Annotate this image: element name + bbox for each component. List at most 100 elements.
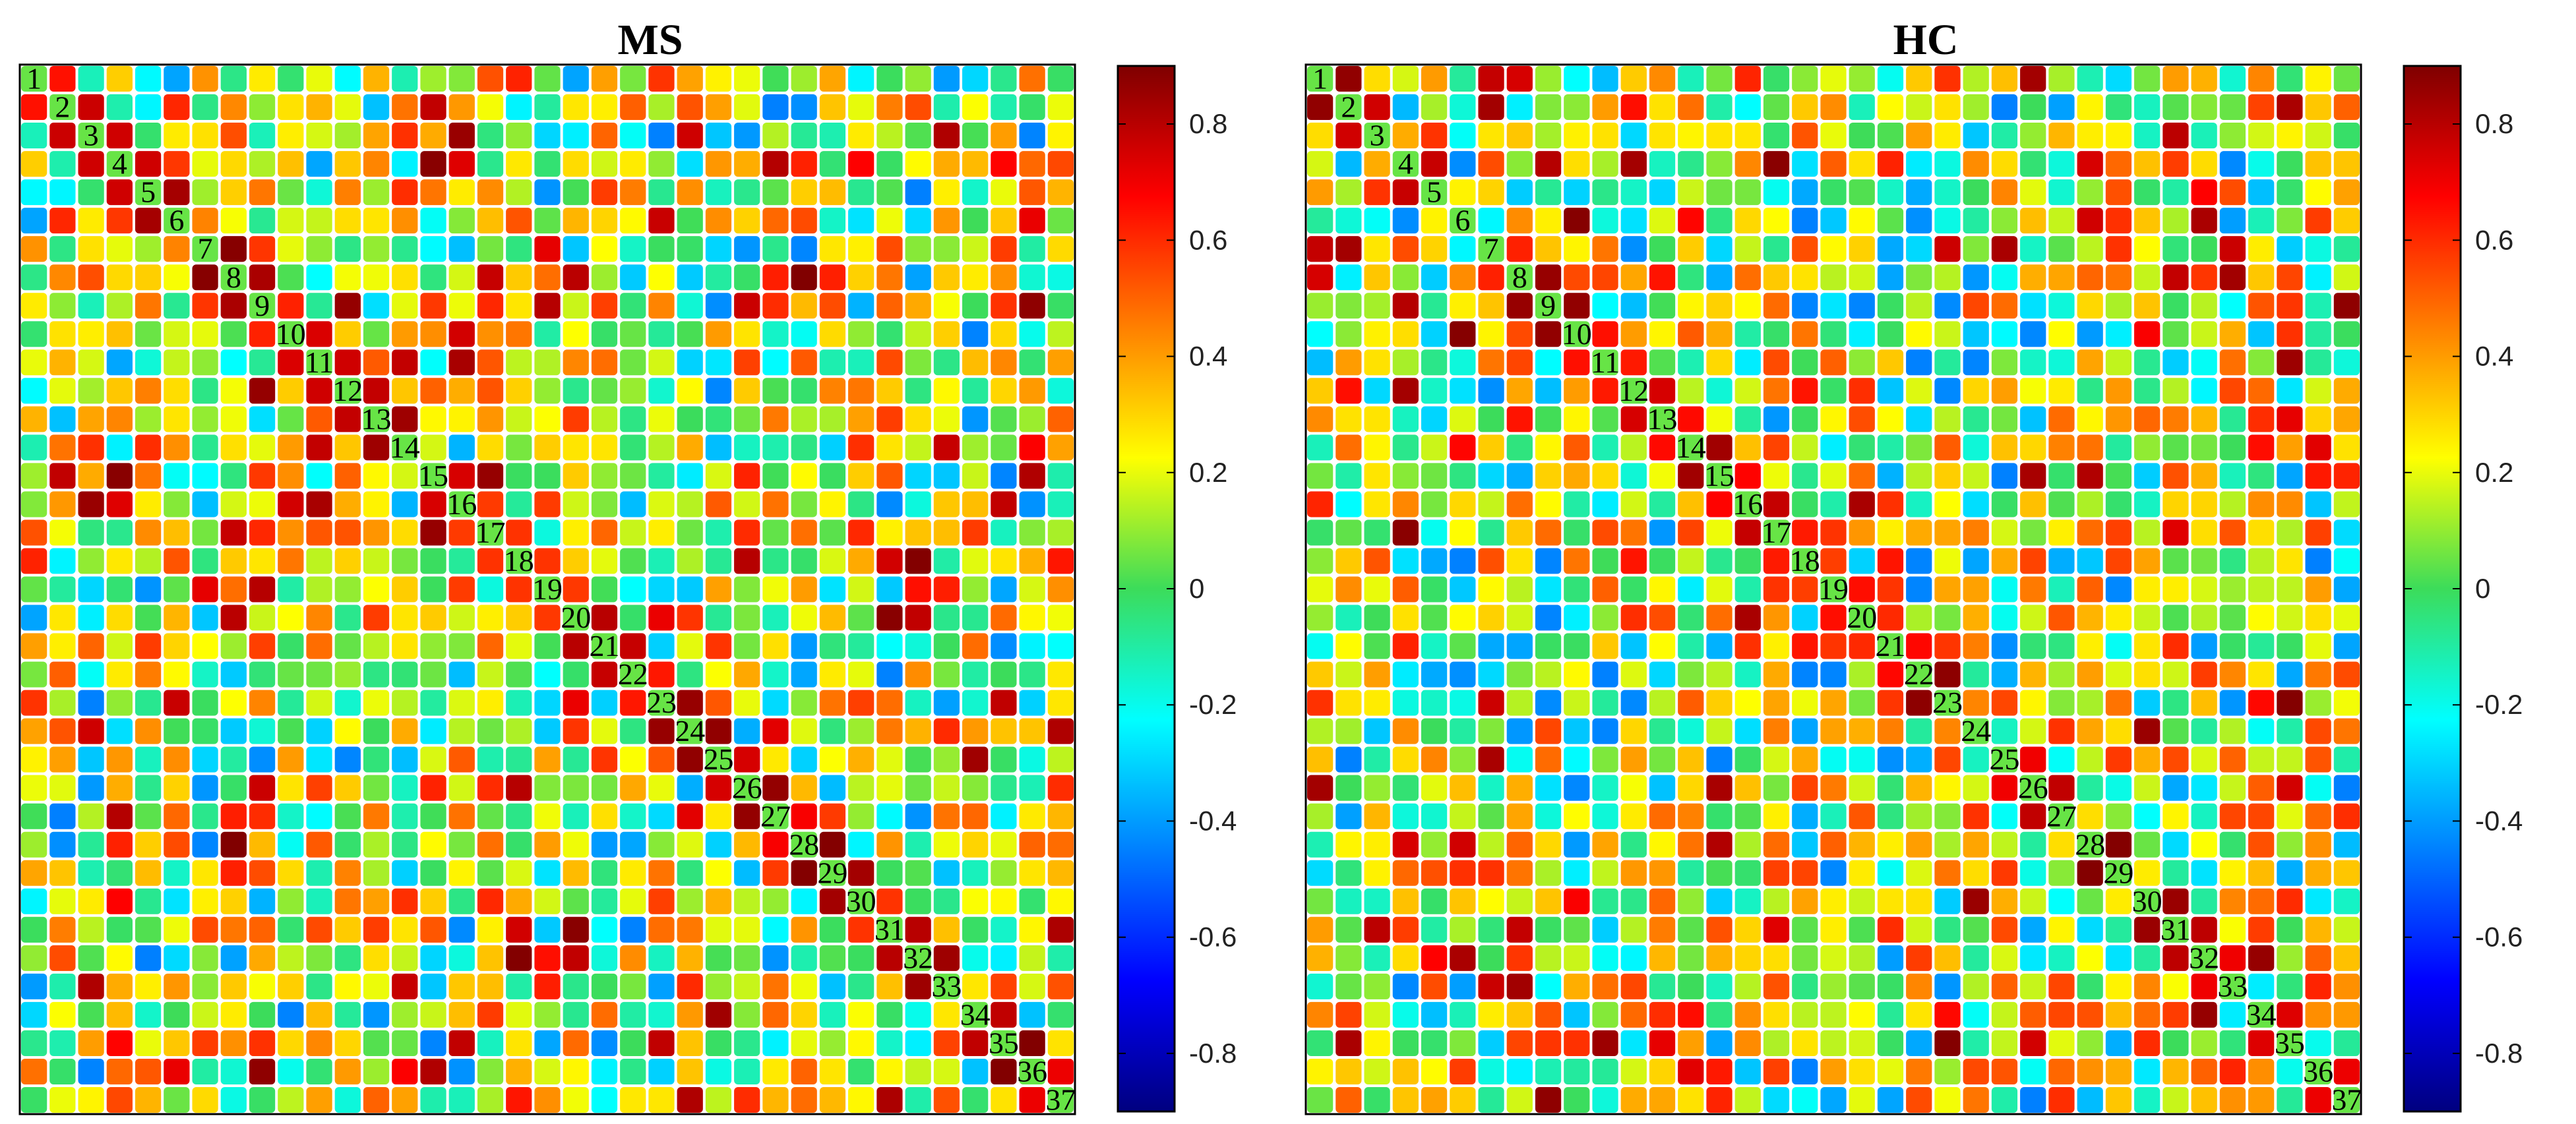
heatmap-cell-hc [2248, 151, 2275, 177]
heatmap-cell-hc [1849, 349, 1875, 376]
heatmap-cell-ms [220, 491, 247, 518]
heatmap-cell-ms [448, 746, 475, 773]
heatmap-cell-hc [1478, 916, 1504, 943]
heatmap-cell-hc [1564, 378, 1590, 404]
heatmap-cell-ms [334, 661, 361, 688]
heatmap-cell-ms [876, 746, 903, 773]
heatmap-cell-ms [591, 1058, 618, 1084]
heatmap-cell-hc [1392, 94, 1419, 121]
heatmap-cell-hc [2191, 775, 2217, 801]
heatmap-cell-ms [905, 945, 931, 971]
heatmap-cell-hc [1877, 661, 1904, 688]
heatmap-cell-ms [876, 1086, 903, 1113]
heatmap-cell-hc [1906, 633, 1932, 659]
diagonal-label-hc: 36 [2303, 1055, 2333, 1088]
heatmap-cell-hc [2191, 66, 2217, 92]
heatmap-cell-ms [905, 123, 931, 149]
heatmap-cell-hc [2305, 264, 2331, 291]
heatmap-cell-ms [420, 605, 446, 631]
heatmap-cell-hc [1991, 179, 2018, 206]
heatmap-cell-ms [334, 293, 361, 319]
heatmap-cell-hc [1478, 973, 1504, 999]
diagonal-label-hc: 13 [1647, 402, 1678, 436]
heatmap-cell-hc [2248, 66, 2275, 92]
heatmap-cell-hc [1763, 434, 1790, 461]
diagonal-label-ms: 33 [931, 969, 962, 1003]
heatmap-cell-hc [1392, 321, 1419, 347]
heatmap-cell-ms [334, 208, 361, 234]
heatmap-cell-hc [1792, 264, 1818, 291]
heatmap-cell-ms [1047, 94, 1074, 121]
heatmap-cell-hc [2305, 1001, 2331, 1028]
heatmap-cell-hc [1678, 860, 1704, 886]
heatmap-cell-hc [1450, 463, 1476, 489]
heatmap-cell-hc [1991, 803, 2018, 829]
heatmap-cell-hc [1820, 123, 1847, 149]
heatmap-cell-ms [991, 293, 1017, 319]
heatmap-cell-hc [2048, 378, 2075, 404]
heatmap-cell-hc [2048, 576, 2075, 603]
heatmap-cell-hc [1734, 1001, 1761, 1028]
heatmap-cell-ms [49, 548, 76, 574]
heatmap-cell-ms [21, 491, 47, 518]
heatmap-cell-ms [563, 576, 589, 603]
heatmap-cell-ms [620, 264, 646, 291]
heatmap-cell-ms [306, 1058, 332, 1084]
heatmap-cell-ms [648, 661, 675, 688]
heatmap-cell-ms [705, 1086, 732, 1113]
heatmap-cell-ms [278, 633, 304, 659]
heatmap-cell-ms [991, 605, 1017, 631]
heatmap-cell-hc [2134, 746, 2161, 773]
heatmap-cell-hc [1506, 94, 1533, 121]
heatmap-cell-hc [1564, 179, 1590, 206]
heatmap-cell-hc [1620, 123, 1647, 149]
heatmap-cell-ms [220, 123, 247, 149]
heatmap-cell-ms [220, 548, 247, 574]
heatmap-cell-ms [705, 633, 732, 659]
heatmap-cell-hc [2048, 945, 2075, 971]
heatmap-cell-hc [1991, 548, 2018, 574]
heatmap-cell-ms [620, 378, 646, 404]
heatmap-cell-hc [2134, 321, 2161, 347]
heatmap-cell-hc [1392, 1030, 1419, 1056]
diagonal-label-hc: 30 [2132, 884, 2162, 918]
heatmap-cell-ms [278, 264, 304, 291]
heatmap-cell-ms [762, 463, 789, 489]
heatmap-cell-ms [78, 491, 104, 518]
heatmap-cell-ms [591, 236, 618, 262]
heatmap-cell-ms [249, 66, 276, 92]
heatmap-cell-ms [192, 945, 218, 971]
heatmap-cell-hc [2305, 775, 2331, 801]
heatmap-cell-hc [1906, 831, 1932, 858]
heatmap-cell-ms [591, 349, 618, 376]
heatmap-cell-hc [1934, 746, 1961, 773]
heatmap-cell-hc [1335, 661, 1362, 688]
heatmap-cell-hc [1564, 1086, 1590, 1113]
heatmap-cell-ms [933, 378, 960, 404]
heatmap-cell-hc [1649, 321, 1676, 347]
heatmap-cell-ms [135, 860, 162, 886]
heatmap-cell-ms [705, 605, 732, 631]
heatmap-cell-ms [734, 179, 760, 206]
heatmap-cell-hc [1564, 831, 1590, 858]
heatmap-cell-hc [1792, 690, 1818, 716]
heatmap-cell-ms [448, 179, 475, 206]
heatmap-cell-ms [506, 605, 532, 631]
heatmap-cell-ms [49, 1030, 76, 1056]
heatmap-cell-hc [1364, 321, 1390, 347]
heatmap-cell-hc [1763, 321, 1790, 347]
heatmap-cell-ms [506, 888, 532, 914]
heatmap-cell-hc [2077, 888, 2103, 914]
heatmap-cell-ms [991, 406, 1017, 432]
heatmap-cell-hc [1506, 123, 1533, 149]
heatmap-cell-ms [49, 888, 76, 914]
heatmap-cell-ms [791, 321, 817, 347]
heatmap-cell-hc [1620, 661, 1647, 688]
heatmap-cell-ms [1019, 94, 1045, 121]
heatmap-cell-hc [2219, 690, 2246, 716]
heatmap-cell-ms [876, 945, 903, 971]
heatmap-cell-ms [477, 1030, 504, 1056]
heatmap-cell-hc [1478, 236, 1504, 262]
heatmap-cell-hc [2219, 123, 2246, 149]
colorbar-tick-label-ms: -0.2 [1189, 689, 1237, 720]
